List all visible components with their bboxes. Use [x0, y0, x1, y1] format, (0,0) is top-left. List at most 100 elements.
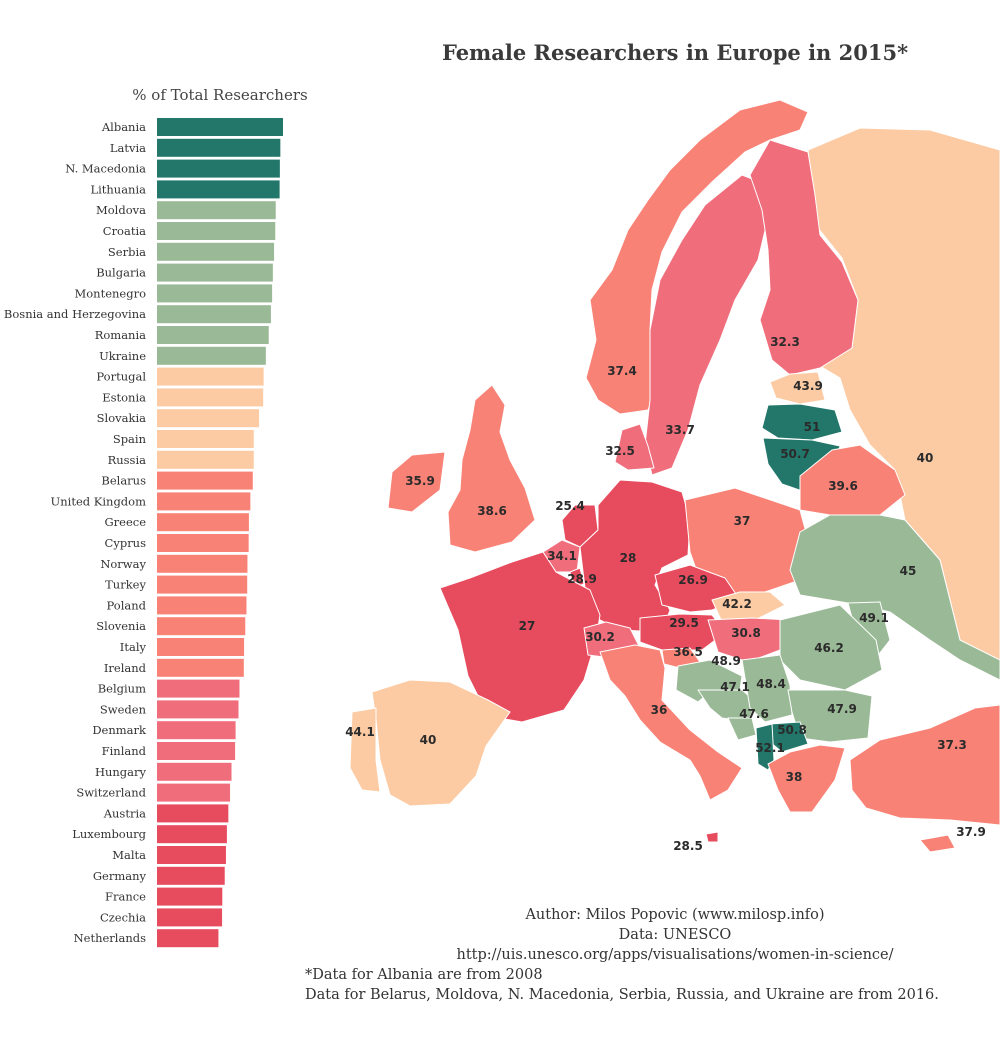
bar-label-ukraine: Ukraine — [99, 349, 146, 363]
bar-chart-subtitle: % of Total Researchers — [132, 86, 308, 104]
bar-label-bosnia-and-herzegovina: Bosnia and Herzegovina — [4, 307, 146, 321]
bar-label-bulgaria: Bulgaria — [96, 266, 146, 280]
map-label-moldova: 49.1 — [859, 611, 889, 625]
bar-label-portugal: Portugal — [96, 370, 146, 384]
bar-label-serbia: Serbia — [108, 245, 146, 259]
bar-label-romania: Romania — [95, 328, 146, 342]
map-label-netherlands: 25.4 — [555, 499, 585, 513]
map-region-estonia — [769, 371, 826, 405]
map-label-estonia: 43.9 — [793, 379, 823, 393]
bar-label-latvia: Latvia — [110, 141, 146, 155]
bar-switzerland — [157, 783, 231, 802]
map-region-united-kingdom — [447, 384, 536, 553]
map-label-albania: 52.1 — [755, 741, 785, 755]
bar-label-spain: Spain — [113, 432, 147, 446]
bar-label-slovakia: Slovakia — [97, 411, 146, 425]
chart-title: Female Researchers in Europe in 2015* — [441, 40, 909, 65]
bar-label-hungary: Hungary — [95, 765, 147, 779]
map-label-switzerland: 30.2 — [585, 630, 615, 644]
bar-label-lithuania: Lithuania — [90, 182, 146, 196]
bar-label-austria: Austria — [103, 806, 146, 820]
bar-label-netherlands: Netherlands — [74, 931, 147, 945]
map-label-n-macedonia: 50.8 — [777, 723, 807, 737]
bar-romania — [157, 326, 269, 344]
map-region-russia — [807, 127, 1000, 681]
bar-malta — [157, 846, 226, 864]
bar-albania — [157, 118, 283, 136]
bar-slovakia — [157, 409, 260, 428]
bar-label-slovenia: Slovenia — [96, 619, 146, 633]
bar-label-moldova: Moldova — [96, 203, 146, 217]
map-region-turkey — [849, 704, 1000, 826]
bar-n-macedonia — [157, 159, 280, 178]
bar-finland — [157, 742, 236, 760]
bar-cyprus — [157, 534, 249, 552]
bar-estonia — [157, 388, 264, 407]
map-label-belgium: 34.1 — [547, 549, 577, 563]
bar-label-norway: Norway — [100, 557, 146, 571]
map-region-romania — [779, 604, 883, 691]
map-label-belarus: 39.6 — [828, 479, 858, 493]
bar-slovenia — [157, 617, 246, 636]
bar-moldova — [157, 201, 276, 220]
bar-label-montenegro: Montenegro — [74, 286, 146, 300]
map-region-ukraine — [789, 514, 1000, 681]
footnotes: *Data for Albania are from 2008 Data for… — [305, 965, 995, 1005]
bar-label-n-macedonia: N. Macedonia — [65, 162, 146, 176]
map-region-malta — [705, 831, 719, 843]
map-label-russia: 40 — [917, 451, 934, 465]
bar-lithuania — [157, 180, 280, 199]
map-region-poland — [684, 487, 809, 597]
source-url: http://uis.unesco.org/apps/visualisation… — [456, 947, 894, 963]
bar-label-switzerland: Switzerland — [76, 786, 146, 800]
credits: Author: Milos Popovic (www.milosp.info) … — [350, 905, 1000, 965]
map-region-serbia — [741, 654, 793, 723]
bar-germany — [157, 866, 225, 885]
map-label-romania: 46.2 — [814, 641, 844, 655]
bar-chart: Albania Latvia N. Macedonia Lithuania Moldov… — [4, 118, 283, 948]
bar-label-albania: Albania — [101, 120, 146, 134]
bar-label-germany: Germany — [93, 869, 147, 883]
bar-bulgaria — [157, 263, 273, 282]
map-label-norway: 37.4 — [607, 364, 637, 378]
bar-label-sweden: Sweden — [100, 702, 147, 716]
map-label-slovakia: 42.2 — [722, 597, 752, 611]
bar-portugal — [157, 367, 264, 386]
map-label-montenegro: 47.6 — [739, 707, 769, 721]
bar-label-croatia: Croatia — [103, 224, 146, 238]
bar-belgium — [157, 679, 240, 698]
map-label-luxembourg: 28.9 — [567, 572, 597, 586]
data-source: Data: UNESCO — [618, 927, 732, 943]
map-label-malta: 28.5 — [673, 839, 703, 853]
bar-austria — [157, 804, 229, 823]
bar-czechia — [157, 908, 223, 927]
bar-turkey — [157, 575, 248, 594]
map-label-bulgaria: 47.9 — [827, 702, 857, 716]
bar-croatia — [157, 222, 276, 240]
footnote-2016: Data for Belarus, Moldova, N. Macedonia,… — [305, 987, 939, 1003]
map-label-ireland: 35.9 — [405, 474, 435, 488]
bar-bosnia-and-herzegovina — [157, 305, 271, 324]
bar-label-malta: Malta — [112, 848, 146, 862]
map-label-united-kingdom: 38.6 — [477, 504, 507, 518]
bar-italy — [157, 638, 245, 656]
bar-montenegro — [157, 284, 273, 303]
bar-hungary — [157, 762, 232, 781]
bar-netherlands — [157, 929, 219, 948]
bar-latvia — [157, 138, 281, 157]
bar-spain — [157, 430, 254, 448]
bar-label-russia: Russia — [108, 453, 147, 467]
bar-norway — [157, 554, 248, 573]
map-label-finland: 32.3 — [770, 335, 800, 349]
bar-ireland — [157, 658, 244, 677]
author-credit: Author: Milos Popovic (www.milosp.info) — [525, 907, 825, 923]
map-label-latvia: 51 — [804, 420, 821, 434]
bar-label-greece: Greece — [104, 515, 146, 529]
map-region-cyprus — [919, 834, 956, 853]
map-region-montenegro — [727, 717, 757, 741]
map-label-bosnia-and-herzegovina: 47.1 — [720, 680, 750, 694]
bar-label-ireland: Ireland — [104, 661, 147, 675]
bar-label-france: France — [105, 890, 146, 904]
bar-ukraine — [157, 346, 266, 365]
bar-russia — [157, 450, 254, 469]
